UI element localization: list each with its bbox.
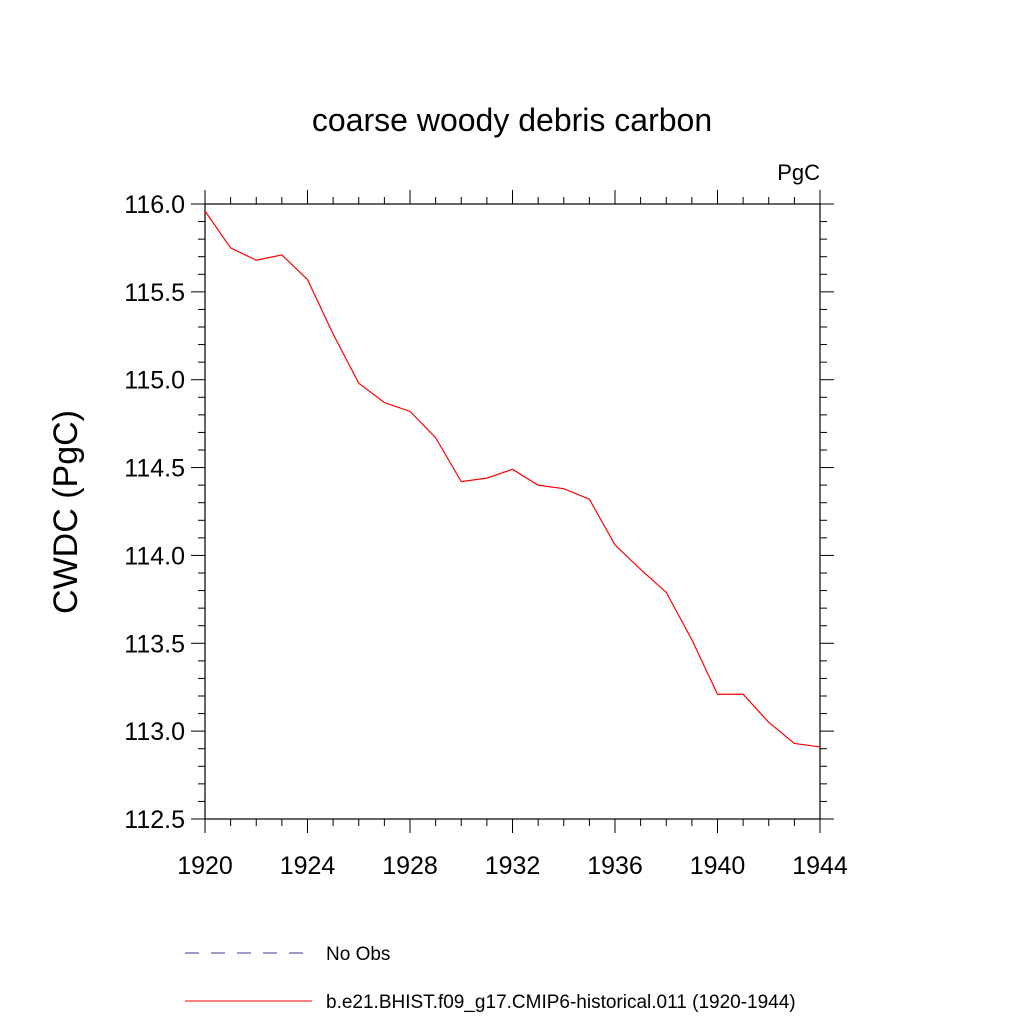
- x-tick-label: 1924: [280, 852, 336, 880]
- plot-area: 1920 1924 1928 1932 1936 1940 1944 112.5 113.0 11…: [124, 190, 848, 880]
- series-line-1: [205, 211, 820, 747]
- y-tick-label: 115.5: [124, 279, 185, 307]
- x-tick-label: 1944: [792, 852, 848, 880]
- x-tick-label: 1928: [382, 852, 438, 880]
- x-tick-label: 1936: [587, 852, 643, 880]
- x-tick-label: 1932: [485, 852, 541, 880]
- chart-title: coarse woody debris carbon: [312, 102, 712, 138]
- units-label: PgC: [777, 160, 820, 185]
- y-tick-label: 112.5: [124, 806, 185, 834]
- y-tick-label: 114.5: [124, 455, 185, 483]
- y-tick-label: 114.0: [124, 542, 185, 570]
- plot-frame: [205, 204, 820, 819]
- y-tick-label: 116.0: [124, 191, 185, 219]
- y-tick-label: 115.0: [124, 367, 185, 395]
- legend-label-0: No Obs: [326, 944, 390, 965]
- legend: No Obs b.e21.BHIST.f09_g17.CMIP6-historic…: [185, 944, 796, 1013]
- y-tick-label: 113.0: [124, 718, 185, 746]
- x-tick-label: 1940: [690, 852, 746, 880]
- x-tick-label: 1920: [177, 852, 233, 880]
- y-axis-label: CWDC (PgC): [47, 410, 85, 614]
- y-tick-label: 113.5: [124, 630, 185, 658]
- legend-label-1: b.e21.BHIST.f09_g17.CMIP6-historical.011…: [326, 992, 796, 1013]
